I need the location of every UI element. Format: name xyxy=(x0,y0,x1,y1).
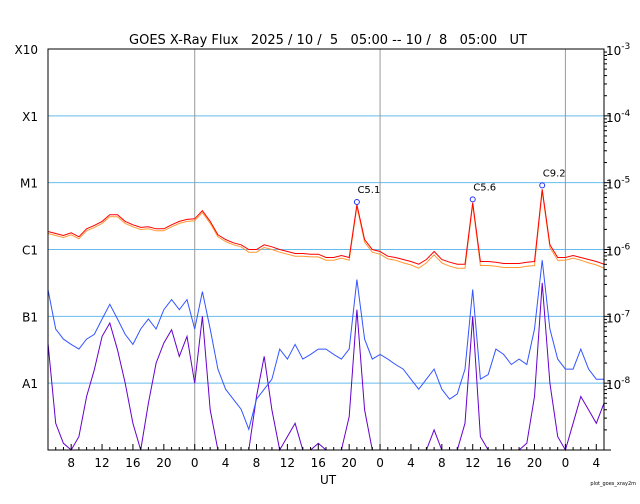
x-tick-label: 16 xyxy=(311,456,326,470)
y-label-right: 10-5 xyxy=(606,176,630,192)
exponent: -3 xyxy=(621,42,630,52)
y-label-right: 10-3 xyxy=(606,42,630,58)
x-tick-label: 20 xyxy=(527,456,542,470)
exponent: -6 xyxy=(621,243,630,253)
x-tick-label: 8 xyxy=(438,456,446,470)
x-tick-label: 16 xyxy=(496,456,511,470)
series-long-secondary xyxy=(47,191,605,269)
y-label-right: 10-6 xyxy=(606,243,631,259)
credit-text: plot_goes_xray2m xyxy=(590,481,636,487)
series-long-primary xyxy=(47,189,605,265)
y-label-left: A1 xyxy=(22,377,38,391)
y-label-left: C1 xyxy=(22,244,38,258)
y-label-right: 10-8 xyxy=(606,376,631,392)
exponent: -7 xyxy=(621,309,630,319)
y-label-right: 10-7 xyxy=(606,309,630,325)
flare-label: C5.1 xyxy=(357,185,380,196)
series-short-primary xyxy=(47,260,604,431)
x-tick-label: 4 xyxy=(592,456,600,470)
x-tick-label: 8 xyxy=(253,456,261,470)
exponent: -5 xyxy=(621,176,630,186)
x-tick-label: 0 xyxy=(562,456,570,470)
x-axis-label: UT xyxy=(320,473,337,487)
chart-title: GOES X-Ray Flux 2025 / 10 / 5 05:00 -- 1… xyxy=(129,33,527,48)
x-tick-label: 20 xyxy=(156,456,171,470)
x-tick-label: 0 xyxy=(376,456,384,470)
x-tick-label: 4 xyxy=(222,456,230,470)
flare-marker xyxy=(353,199,360,206)
flare-marker xyxy=(539,182,546,189)
series-short-secondary xyxy=(47,282,605,452)
x-tick-label: 0 xyxy=(191,456,199,470)
flare-label: C5.6 xyxy=(473,182,496,193)
x-tick-label: 16 xyxy=(125,456,140,470)
x-tick-label: 8 xyxy=(67,456,75,470)
x-tick-label: 12 xyxy=(94,456,109,470)
x-tick-label: 12 xyxy=(465,456,480,470)
exponent: -4 xyxy=(621,109,630,119)
y-label-left: M1 xyxy=(20,177,38,191)
exponent: -8 xyxy=(621,376,630,386)
y-label-right: 10-4 xyxy=(606,109,631,125)
y-label-left: X1 xyxy=(22,110,38,124)
flare-label: C9.2 xyxy=(543,168,566,179)
y-label-left: X10 xyxy=(15,43,39,57)
flare-marker xyxy=(469,196,476,203)
x-tick-label: 4 xyxy=(407,456,415,470)
y-label-left: B1 xyxy=(22,310,38,324)
x-tick-label: 12 xyxy=(280,456,295,470)
x-tick-label: 20 xyxy=(342,456,357,470)
